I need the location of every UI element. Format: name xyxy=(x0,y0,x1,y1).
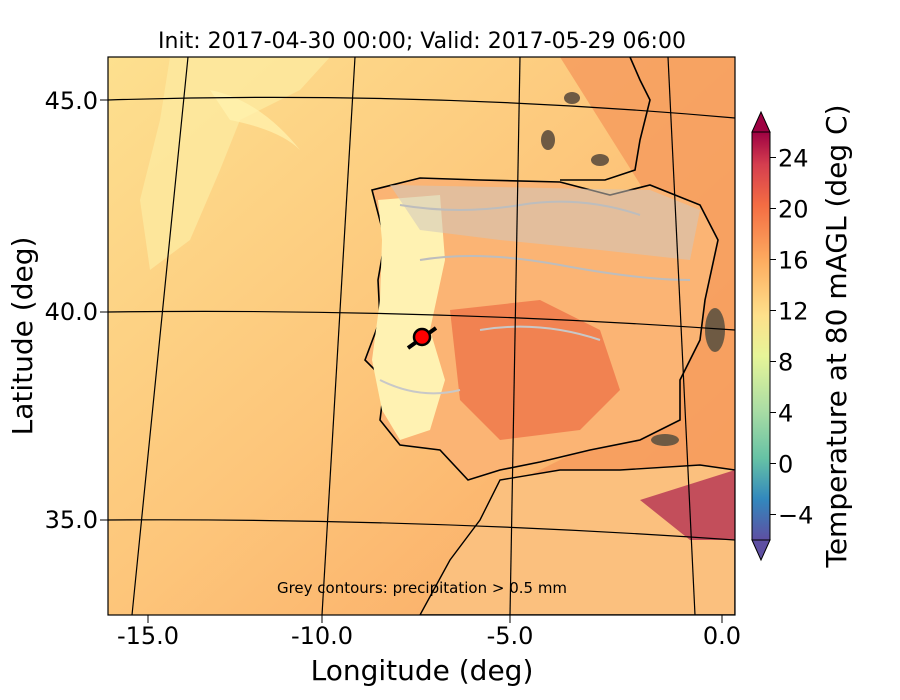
iberia-west-cool xyxy=(372,195,445,440)
colorbar-tick-label: 20 xyxy=(778,196,809,224)
relief-patch xyxy=(564,92,580,104)
colorbar-tick-label: 0 xyxy=(778,451,793,479)
x-tick-label: -5.0 xyxy=(487,622,534,650)
map-frame xyxy=(107,56,736,616)
graticule xyxy=(108,57,735,615)
colorbar-tick-label: 8 xyxy=(778,349,793,377)
north-africa-hot xyxy=(640,470,735,540)
colorbar-tick-label: 4 xyxy=(778,400,793,428)
precip-contour xyxy=(419,255,691,281)
colorbar-tick-label: 12 xyxy=(778,298,809,326)
y-tick-label: 35.0 xyxy=(45,506,98,534)
y-tick-label: 40.0 xyxy=(45,298,98,326)
relief-patch xyxy=(591,154,609,166)
precip-contour xyxy=(379,379,461,395)
map-title: Init: 2017-04-30 00:00; Valid: 2017-05-2… xyxy=(158,29,686,54)
x-tick-label: 0.0 xyxy=(703,622,741,650)
y-axis-label: Latitude (deg) xyxy=(6,237,39,436)
x-tick-label: -10.0 xyxy=(291,622,353,650)
x-axis: -15.0 -10.0 -5.0 0.0 Longitude (deg) xyxy=(117,615,741,687)
relief-patch xyxy=(541,130,555,150)
precip-contour xyxy=(479,325,601,341)
iberia-north-grey xyxy=(390,185,700,260)
precip-contour xyxy=(399,200,641,216)
france-coast xyxy=(560,57,651,181)
cool-atlantic-streak xyxy=(210,90,300,150)
cool-atlantic-plume xyxy=(140,57,330,270)
x-tick-label: -15.0 xyxy=(117,622,179,650)
location-marker xyxy=(412,327,432,347)
iberia-interior-hot xyxy=(450,300,620,440)
colorbar: −4 0 4 8 12 16 20 24 Temperature at 80 mAGL (de… xyxy=(751,104,853,569)
colorbar-body xyxy=(751,131,771,541)
colorbar-bottom-arrow xyxy=(751,539,771,562)
relief-patch xyxy=(705,308,725,352)
colorbar-tick-label: −4 xyxy=(778,502,813,530)
y-axis: 45.0 40.0 35.0 Latitude (deg) xyxy=(6,87,108,534)
precip-annotation: Grey contours: precipitation > 0.5 mm xyxy=(277,579,567,597)
colorbar-top-arrow xyxy=(751,110,771,133)
relief-patch xyxy=(651,434,679,446)
colorbar-ticks: −4 0 4 8 12 16 20 24 xyxy=(770,145,813,530)
map-panel xyxy=(108,57,735,615)
x-axis-label: Longitude (deg) xyxy=(311,654,534,687)
y-tick-label: 45.0 xyxy=(45,87,98,115)
colorbar-label: Temperature at 80 mAGL (deg C) xyxy=(820,104,853,568)
colorbar-tick-label: 24 xyxy=(778,145,809,173)
colorbar-tick-label: 16 xyxy=(778,247,809,275)
